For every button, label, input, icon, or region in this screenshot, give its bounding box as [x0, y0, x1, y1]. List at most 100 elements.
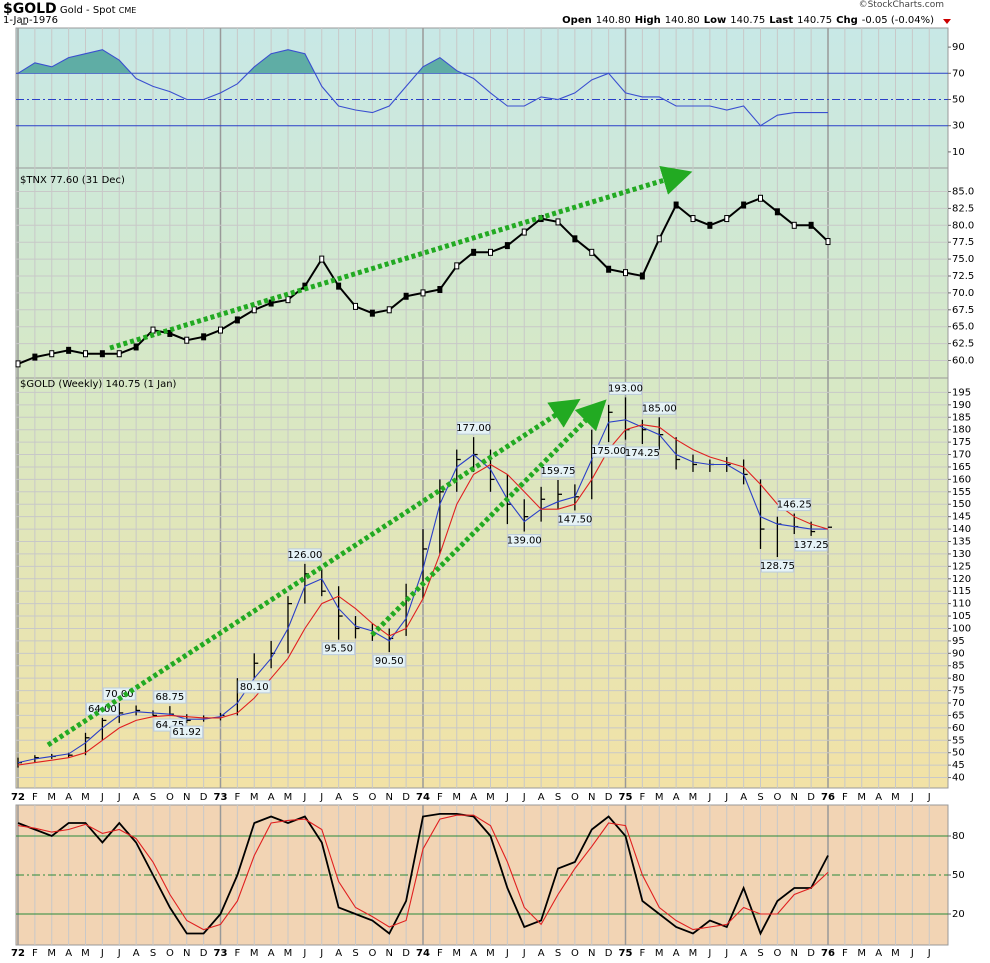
- x-tick-label: 73: [214, 792, 228, 803]
- x-tick-label: N: [183, 948, 190, 959]
- annotation-label: 128.75: [760, 561, 795, 572]
- x-tick-label: N: [386, 948, 393, 959]
- x-tick-label: J: [505, 948, 509, 959]
- x-tick-label: J: [505, 792, 509, 803]
- annotation-label: 139.00: [507, 536, 542, 547]
- header-date: 1-Jan-1976: [3, 15, 58, 26]
- y-tick-label: 155: [952, 487, 971, 498]
- candle: [116, 350, 122, 358]
- annotation-label: 175.00: [591, 446, 626, 457]
- x-tick-label: M: [891, 948, 900, 959]
- candle: [99, 350, 105, 358]
- candle: [504, 242, 510, 250]
- candle: [808, 221, 814, 229]
- quote-value: -0.05 (-0.04%): [861, 15, 934, 26]
- marks: 7272FFMMAAMMJJJJAASSOONNDD7373FFMMAAMMJJ…: [11, 42, 974, 959]
- exchange: CME: [118, 6, 137, 15]
- x-tick-label: F: [32, 948, 38, 959]
- x-tick-label: N: [386, 792, 393, 803]
- x-tick-label: J: [522, 948, 526, 959]
- quote-label: High: [634, 15, 661, 26]
- gold-title: $GOLD (Weekly) 140.75 (1 Jan): [20, 379, 177, 390]
- candle: [403, 292, 409, 300]
- y-tick-label: 190: [952, 400, 971, 411]
- y-tick-label: 115: [952, 586, 971, 597]
- x-tick-label: O: [166, 948, 174, 959]
- x-tick-label: S: [352, 792, 358, 803]
- trend-arrow: [109, 165, 693, 351]
- y-tick-label: 72.5: [952, 271, 974, 282]
- y-tick-label: 75: [952, 686, 965, 697]
- candle: [369, 309, 375, 317]
- candle: [285, 296, 291, 304]
- copyright: ©StockCharts.com: [858, 0, 944, 10]
- annotation-box: [794, 538, 828, 552]
- x-tick-label: F: [234, 792, 240, 803]
- x-tick-label: J: [302, 948, 306, 959]
- annotation-label: 177.00: [456, 423, 491, 434]
- candle: [336, 282, 342, 290]
- candle: [589, 248, 595, 256]
- x-tick-label: D: [200, 948, 208, 959]
- annotation-label: 70.00: [105, 689, 134, 700]
- x-tick-label: F: [639, 792, 645, 803]
- y-tick-label: 140: [952, 524, 971, 535]
- candle: [218, 326, 223, 334]
- y-tick-label: 180: [952, 425, 971, 436]
- candle: [83, 350, 88, 358]
- x-tick-label: A: [268, 948, 275, 959]
- x-tick-label: M: [486, 792, 495, 803]
- x-tick-label: 75: [619, 792, 633, 803]
- candle: [353, 302, 358, 310]
- x-tick-label: M: [452, 792, 461, 803]
- y-tick-label: 67.5: [952, 305, 974, 316]
- candle: [471, 248, 477, 256]
- x-tick-label: S: [555, 948, 561, 959]
- quote-label: Open: [562, 15, 592, 26]
- y-tick-label: 170: [952, 450, 971, 461]
- x-tick-label: J: [707, 792, 711, 803]
- x-tick-label: D: [605, 792, 613, 803]
- candle: [133, 343, 139, 351]
- candle: [707, 221, 713, 229]
- candle: [488, 248, 493, 256]
- quote-value: 140.75: [797, 15, 833, 26]
- x-tick-label: J: [724, 948, 728, 959]
- x-tick-label: F: [437, 948, 443, 959]
- y-tick-label: 80: [952, 673, 965, 684]
- y-tick-label: 165: [952, 462, 971, 473]
- header-title: $GOLD Gold - Spot CME: [3, 1, 136, 17]
- x-tick-label: M: [284, 792, 293, 803]
- series-line: [17, 419, 828, 764]
- x-tick-label: M: [486, 948, 495, 959]
- x-tick-label: A: [335, 792, 342, 803]
- y-tick-label: 45: [952, 760, 965, 771]
- candle: [774, 208, 780, 216]
- annotation-label: 174.25: [625, 448, 660, 459]
- candle: [572, 235, 578, 243]
- annotation-label: 146.25: [777, 500, 812, 511]
- annotation-label: 80.10: [240, 682, 269, 693]
- x-tick-label: N: [791, 948, 798, 959]
- annotation-box: [457, 421, 491, 435]
- candle: [639, 272, 645, 280]
- series-line: [17, 814, 829, 931]
- series-line: [17, 813, 829, 936]
- y-tick-label: 50: [952, 95, 965, 106]
- candle: [454, 262, 460, 270]
- x-tick-label: O: [571, 792, 579, 803]
- x-tick-label: N: [588, 948, 595, 959]
- candle: [319, 255, 325, 263]
- x-tick-label: F: [32, 792, 38, 803]
- x-tick-label: J: [100, 792, 104, 803]
- x-tick-label: A: [673, 792, 680, 803]
- x-tick-label: D: [807, 792, 815, 803]
- y-tick-label: 100: [952, 623, 971, 634]
- x-tick-label: A: [875, 948, 882, 959]
- x-tick-label: D: [200, 792, 208, 803]
- annotation-label: 126.00: [287, 550, 322, 561]
- candle: [673, 201, 679, 209]
- x-tick-label: J: [522, 792, 526, 803]
- x-tick-label: A: [335, 948, 342, 959]
- x-tick-label: M: [857, 792, 866, 803]
